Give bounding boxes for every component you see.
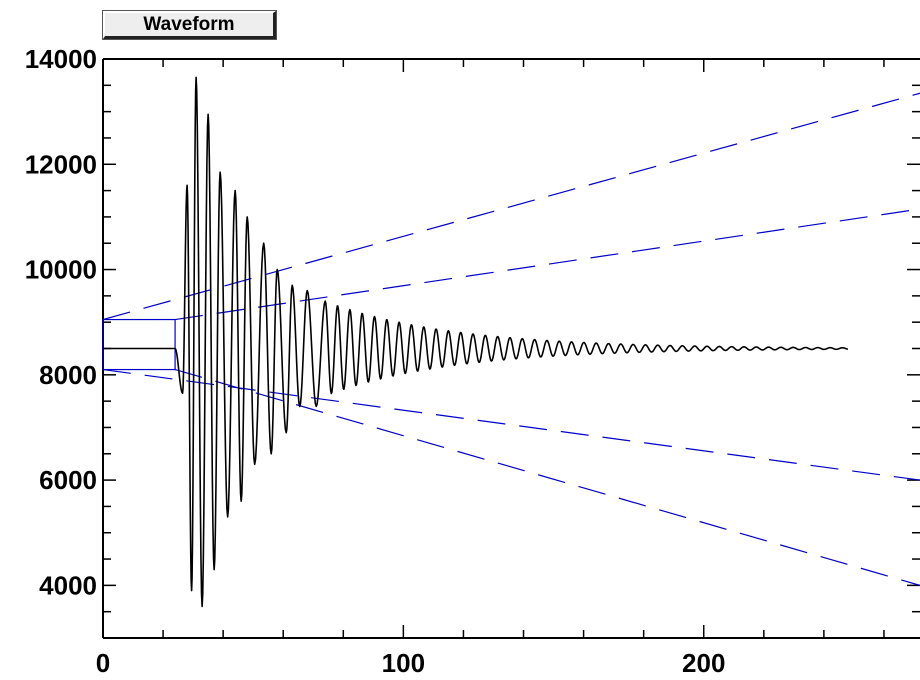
y-tick-label: 6000 xyxy=(39,465,97,495)
x-tick-label: 0 xyxy=(96,648,110,678)
y-tick-label: 14000 xyxy=(25,44,97,74)
zoom-guide-line xyxy=(174,368,920,586)
zoom-guide-line xyxy=(102,92,920,321)
zoom-guide-line xyxy=(175,208,920,321)
zoom-box xyxy=(102,318,176,371)
waveform-series-line xyxy=(103,76,849,608)
y-tick-label: 8000 xyxy=(39,360,97,390)
x-tick-label: 100 xyxy=(382,648,425,678)
y-tick-label: 4000 xyxy=(39,570,97,600)
x-tick-label: 200 xyxy=(682,648,725,678)
y-tick-label: 12000 xyxy=(25,149,97,179)
y-tick-label: 10000 xyxy=(25,255,97,285)
tick-labels: 4000 6000 8000 10000 12000 14000 0 100 200 xyxy=(25,44,726,678)
series-group xyxy=(103,76,849,608)
waveform-title-button[interactable]: Waveform xyxy=(102,10,277,40)
chart-ticks xyxy=(102,58,920,639)
